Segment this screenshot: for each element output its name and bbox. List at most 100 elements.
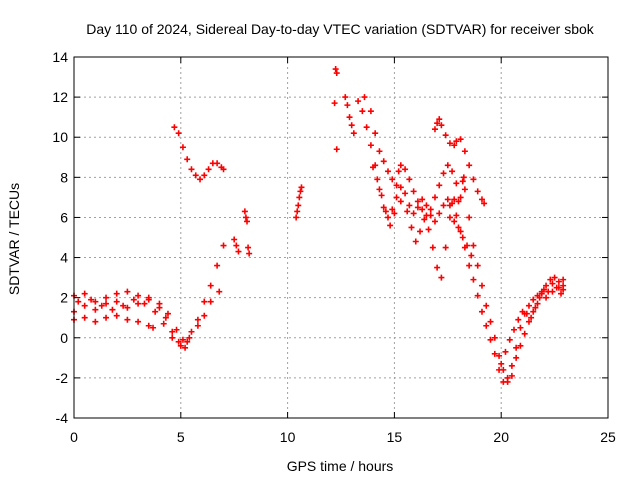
data-point (297, 188, 304, 195)
data-point (150, 324, 157, 331)
data-point (184, 156, 191, 163)
data-point (431, 218, 438, 225)
data-point (389, 206, 396, 213)
data-point (162, 314, 169, 321)
data-point (453, 138, 460, 145)
data-point (525, 318, 532, 325)
data-point (384, 214, 391, 221)
data-point (367, 142, 374, 149)
data-point (376, 148, 383, 155)
data-point (374, 176, 381, 183)
series-arc-5 (171, 124, 227, 183)
axis-ticks: 0 5 10 15 20 25 -4 -2 0 2 4 6 8 10 12 14 (52, 49, 616, 445)
data-point (519, 308, 526, 315)
y-tick-label: 14 (52, 49, 68, 65)
data-point (423, 202, 430, 209)
data-point (406, 176, 413, 183)
data-point (449, 168, 456, 175)
data-point (397, 184, 404, 191)
data-point (397, 198, 404, 205)
data-point (92, 306, 99, 313)
data-point (459, 178, 466, 185)
data-point (440, 202, 447, 209)
data-point (474, 292, 481, 299)
data-point (350, 130, 357, 137)
data-point (156, 300, 163, 307)
data-point (124, 288, 131, 295)
data-point (434, 120, 441, 127)
data-point (241, 208, 248, 215)
data-point (427, 206, 434, 213)
data-point (517, 342, 524, 349)
data-point (442, 244, 449, 251)
data-point (508, 372, 515, 379)
data-point (410, 188, 417, 195)
data-point (425, 226, 432, 233)
data-point (359, 108, 366, 115)
x-tick-label: 25 (600, 429, 616, 445)
data-point (461, 148, 468, 155)
data-point (182, 344, 189, 351)
data-point (451, 142, 458, 149)
data-point (446, 140, 453, 147)
y-tick-label: 10 (52, 129, 68, 145)
data-point (81, 302, 88, 309)
data-point (513, 354, 520, 361)
data-point (496, 352, 503, 359)
data-point (444, 196, 451, 203)
data-point (560, 282, 567, 289)
data-point (436, 182, 443, 189)
data-point (457, 136, 464, 143)
data-point (397, 162, 404, 169)
data-point (342, 94, 349, 101)
data-point (171, 124, 178, 131)
data-point (478, 282, 485, 289)
data-point (483, 322, 490, 329)
data-point (431, 194, 438, 201)
data-point (380, 158, 387, 165)
series-arc-9 (361, 94, 464, 219)
data-point (491, 350, 498, 357)
data-point (135, 292, 142, 299)
data-point (135, 300, 142, 307)
y-tick-label: 8 (60, 169, 68, 185)
data-point (175, 130, 182, 137)
data-point (525, 302, 532, 309)
series-arc-6 (231, 208, 253, 257)
data-point (333, 70, 340, 77)
data-point (532, 304, 539, 311)
y-tick-label: 2 (60, 290, 68, 306)
data-point (453, 180, 460, 187)
x-tick-label: 10 (280, 429, 296, 445)
y-axis-label: SDTVAR / TECUs (6, 183, 22, 295)
data-point (540, 286, 547, 293)
data-point (88, 296, 95, 303)
data-point (543, 282, 550, 289)
data-point (124, 316, 131, 323)
data-point (545, 288, 552, 295)
data-point (216, 288, 223, 295)
grid-lines (74, 57, 608, 418)
data-point (560, 276, 567, 283)
x-tick-label: 15 (387, 429, 403, 445)
data-point (389, 176, 396, 183)
data-point (346, 114, 353, 121)
data-point (536, 294, 543, 301)
data-point (459, 234, 466, 241)
data-point (370, 164, 377, 171)
data-point (393, 182, 400, 189)
data-point (410, 210, 417, 217)
series-arc-2 (71, 288, 223, 343)
data-point (511, 326, 518, 333)
data-point (444, 162, 451, 169)
data-point (466, 162, 473, 169)
data-point (98, 302, 105, 309)
data-point (478, 196, 485, 203)
data-point (429, 244, 436, 251)
data-point (543, 294, 550, 301)
data-point (294, 208, 301, 215)
data-point (460, 174, 467, 181)
data-point (298, 184, 305, 191)
series-arc-4 (75, 296, 191, 349)
